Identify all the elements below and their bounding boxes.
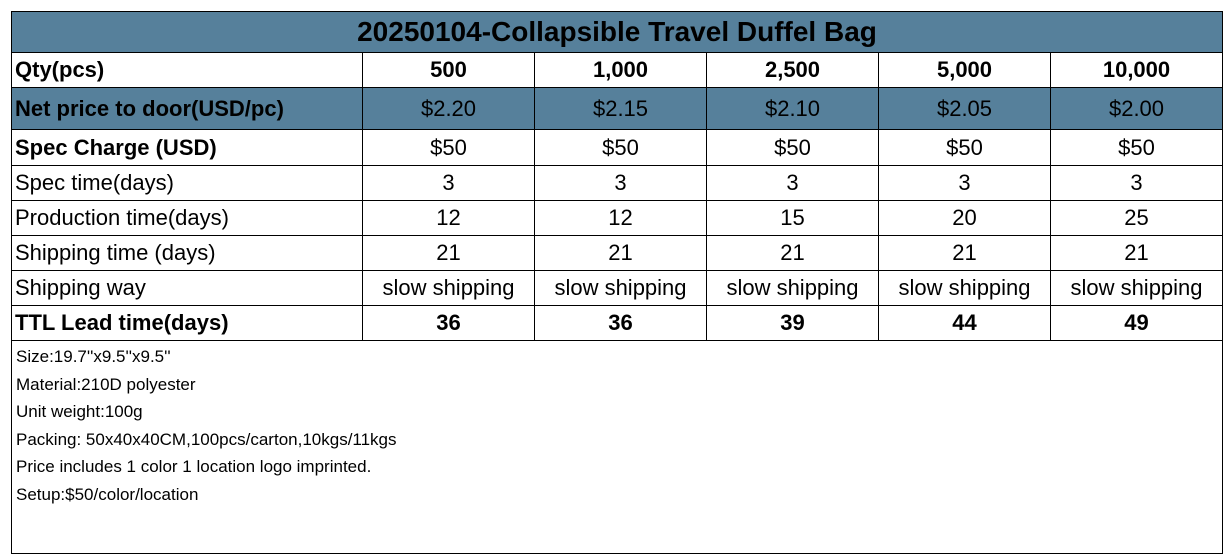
table-cell: 36 — [362, 305, 535, 341]
table-cell: $50 — [362, 129, 535, 166]
title-row: 20250104-Collapsible Travel Duffel Bag — [11, 11, 1223, 53]
table-cell: $2.15 — [534, 87, 707, 130]
table-cell: 1,000 — [534, 52, 707, 88]
table-cell: slow shipping — [878, 270, 1051, 306]
table-cell: 36 — [534, 305, 707, 341]
table-cell: 500 — [362, 52, 535, 88]
table-cell: 12 — [534, 200, 707, 236]
table-cell: 49 — [1050, 305, 1223, 341]
table-cell: $2.05 — [878, 87, 1051, 130]
table-cell: 3 — [706, 165, 879, 201]
note-price-includes: Price includes 1 color 1 location logo i… — [16, 457, 372, 476]
row-label: Shipping way — [11, 270, 363, 306]
table-cell: 21 — [362, 235, 535, 271]
table-cell: $2.20 — [362, 87, 535, 130]
table-cell: 44 — [878, 305, 1051, 341]
notes-cell: Size:19.7''x9.5''x9.5'' Material:210D po… — [11, 340, 1223, 554]
table-cell: 21 — [706, 235, 879, 271]
table-cell: $50 — [706, 129, 879, 166]
table-cell: 12 — [362, 200, 535, 236]
table-row-production-time: Production time(days) 12 12 15 20 25 — [11, 200, 1223, 236]
table-cell: $2.00 — [1050, 87, 1223, 130]
row-label: Qty(pcs) — [11, 52, 363, 88]
table-cell: 39 — [706, 305, 879, 341]
quote-table: 20250104-Collapsible Travel Duffel Bag Q… — [11, 11, 1223, 554]
table-cell: 5,000 — [878, 52, 1051, 88]
table-cell: 25 — [1050, 200, 1223, 236]
note-unit-weight: Unit weight:100g — [16, 402, 143, 421]
table-cell: slow shipping — [706, 270, 879, 306]
table-row-spec-time: Spec time(days) 3 3 3 3 3 — [11, 165, 1223, 201]
table-row-spec-charge: Spec Charge (USD) $50 $50 $50 $50 $50 — [11, 129, 1223, 166]
table-row-shipping-time: Shipping time (days) 21 21 21 21 21 — [11, 235, 1223, 271]
table-cell: 3 — [1050, 165, 1223, 201]
table-cell: 21 — [1050, 235, 1223, 271]
note-setup: Setup:$50/color/location — [16, 484, 199, 504]
table-cell: slow shipping — [362, 270, 535, 306]
table-cell: $50 — [878, 129, 1051, 166]
table-cell: slow shipping — [534, 270, 707, 306]
table-cell: 2,500 — [706, 52, 879, 88]
table-cell: 3 — [878, 165, 1051, 201]
table-row-qty: Qty(pcs) 500 1,000 2,500 5,000 10,000 — [11, 52, 1223, 88]
table-cell: $50 — [534, 129, 707, 166]
sheet-title: 20250104-Collapsible Travel Duffel Bag — [11, 11, 1223, 53]
row-label: Production time(days) — [11, 200, 363, 236]
table-cell: 10,000 — [1050, 52, 1223, 88]
table-row-ttl-lead-time: TTL Lead time(days) 36 36 39 44 49 — [11, 305, 1223, 341]
table-cell: $50 — [1050, 129, 1223, 166]
row-label: Shipping time (days) — [11, 235, 363, 271]
row-label: Spec time(days) — [11, 165, 363, 201]
note-size: Size:19.7''x9.5''x9.5'' — [16, 347, 171, 366]
table-cell: 21 — [534, 235, 707, 271]
table-cell: 3 — [534, 165, 707, 201]
table-cell: 3 — [362, 165, 535, 201]
table-cell: 15 — [706, 200, 879, 236]
table-cell: slow shipping — [1050, 270, 1223, 306]
note-material: Material:210D polyester — [16, 374, 196, 394]
table-cell: 21 — [878, 235, 1051, 271]
note-packing: Packing: 50x40x40CM,100pcs/carton,10kgs/… — [16, 429, 397, 449]
row-label: Spec Charge (USD) — [11, 129, 363, 166]
table-row-shipping-way: Shipping way slow shipping slow shipping… — [11, 270, 1223, 306]
notes-row: Size:19.7''x9.5''x9.5'' Material:210D po… — [11, 340, 1223, 554]
row-label: TTL Lead time(days) — [11, 305, 363, 341]
table-cell: 20 — [878, 200, 1051, 236]
table-row-net-price: Net price to door(USD/pc) $2.20 $2.15 $2… — [11, 87, 1223, 130]
table-cell: $2.10 — [706, 87, 879, 130]
row-label: Net price to door(USD/pc) — [11, 87, 363, 130]
